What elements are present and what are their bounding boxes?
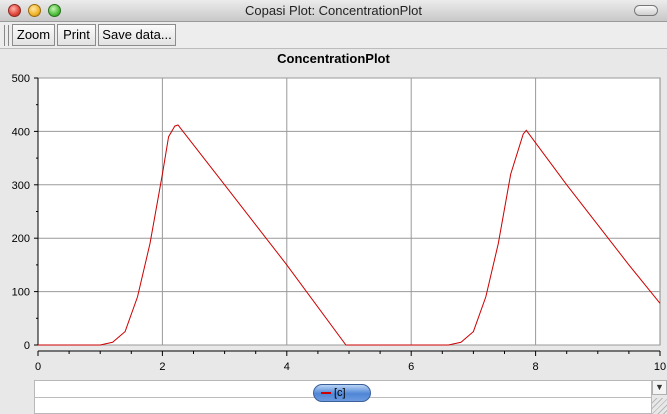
x-tick-label: 6 — [408, 361, 414, 373]
series-layer — [38, 124, 661, 346]
zoom-window-button[interactable] — [48, 4, 61, 17]
toolbar-toggle-button[interactable] — [634, 5, 658, 16]
window-title: Copasi Plot: ConcentrationPlot — [244, 3, 423, 18]
y-axis: 0 100 200 300 400 500 — [12, 73, 39, 352]
close-window-button[interactable] — [8, 4, 21, 17]
x-tick-label: 0 — [35, 361, 41, 373]
x-axis: 0 2 4 6 8 10 — [35, 350, 666, 373]
plot-canvas — [37, 77, 661, 346]
plot-title: ConcentrationPlot — [277, 51, 390, 66]
y-tick-label: 100 — [12, 287, 30, 299]
y-tick-label: 400 — [12, 126, 30, 138]
legend-swatch-icon — [321, 392, 331, 394]
y-tick-label: 500 — [12, 73, 30, 85]
plot-toolbar: Zoom Print Save data... — [0, 22, 667, 49]
concentration-chart: 0 100 200 300 400 500 0 2 4 6 8 10 — [12, 73, 666, 373]
x-tick-label: 2 — [159, 361, 165, 373]
legend-item-c[interactable]: [c] — [313, 384, 371, 402]
window-resize-grip[interactable] — [652, 398, 667, 414]
legend-item-label: [c] — [334, 387, 346, 399]
y-tick-label: 0 — [24, 340, 30, 352]
x-tick-label: 8 — [533, 361, 539, 373]
zoom-button[interactable]: Zoom — [12, 24, 55, 46]
toolbar-grip[interactable] — [4, 25, 9, 46]
x-tick-label: 4 — [284, 361, 290, 373]
grid-lines — [38, 77, 660, 346]
legend-scroll-down-button[interactable]: ▼ — [652, 380, 667, 395]
print-button[interactable]: Print — [57, 24, 96, 46]
save-data-button[interactable]: Save data... — [98, 24, 176, 46]
minimize-window-button[interactable] — [28, 4, 41, 17]
series-line-concentration — [38, 124, 661, 346]
y-tick-label: 300 — [12, 180, 30, 192]
x-tick-label: 10 — [654, 361, 666, 373]
y-tick-label: 200 — [12, 233, 30, 245]
window-titlebar[interactable]: Copasi Plot: ConcentrationPlot — [0, 0, 667, 22]
